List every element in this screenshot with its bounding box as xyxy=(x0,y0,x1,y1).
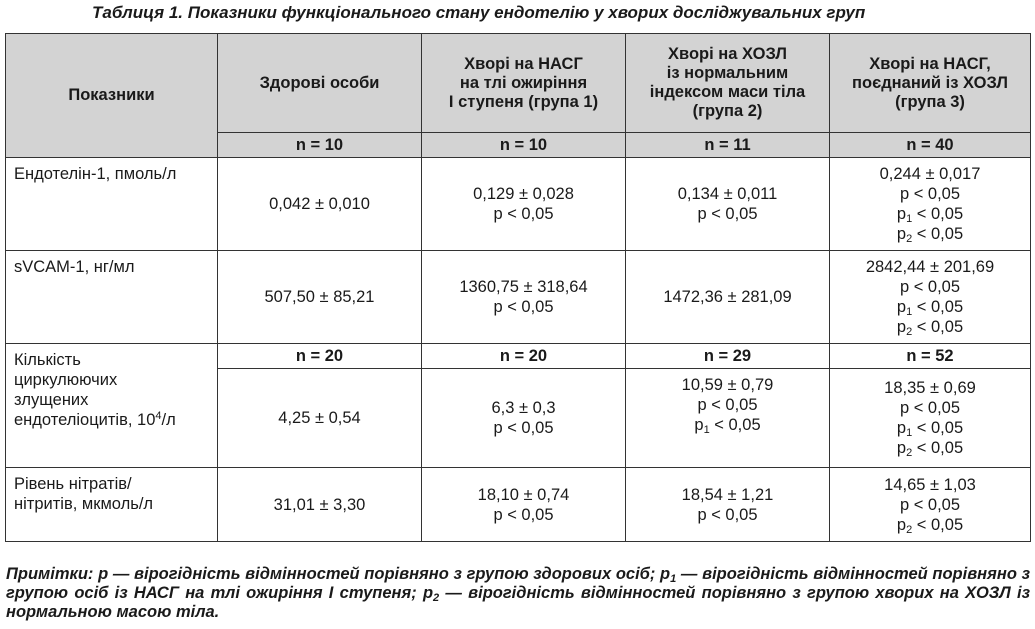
row-label-cells: Кількість циркулюючих злущених ендотеліо… xyxy=(5,343,218,468)
n-healthy: n = 20 xyxy=(217,343,422,369)
cell-value: 1472,36 ± 281,09 xyxy=(625,250,830,344)
n-group3: n = 52 xyxy=(829,343,1031,369)
n-group2: n = 29 xyxy=(625,343,830,369)
cell-value: 0,129 ± 0,028 p < 0,05 xyxy=(421,157,626,251)
cell-value: 6,3 ± 0,3 p < 0,05 xyxy=(421,368,626,468)
n-group2: n = 11 xyxy=(625,132,830,158)
header-indicator: Показники xyxy=(5,33,218,158)
cell-value: 18,54 ± 1,21 p < 0,05 xyxy=(625,467,830,542)
cell-value: 0,244 ± 0,017 p < 0,05 p1 < 0,05 p2 < 0,… xyxy=(829,157,1031,251)
header-healthy: Здорові особи xyxy=(217,33,422,133)
cell-value: 14,65 ± 1,03 p < 0,05 p2 < 0,05 xyxy=(829,467,1031,542)
table-caption: Таблиця 1. Показники функціонального ста… xyxy=(92,3,866,22)
n-group1: n = 20 xyxy=(421,343,626,369)
cell-value: 507,50 ± 85,21 xyxy=(217,250,422,344)
n-row: n = 10 n = 10 n = 11 n = 40 xyxy=(6,132,1031,158)
n-healthy: n = 10 xyxy=(217,132,422,158)
table-row: 4,25 ± 0,54 6,3 ± 0,3 p < 0,05 10,59 ± 0,… xyxy=(6,368,1031,468)
row-label-nitrates: Рівень нітратів/ нітритів, мкмоль/л xyxy=(5,467,218,542)
row-label-endothelin: Ендотелін-1, пмоль/л xyxy=(5,157,218,251)
header-group1: Хворі на НАСГ на тлі ожиріння I ступеня (г… xyxy=(421,33,626,133)
cell-value: 18,35 ± 0,69 p < 0,05 p1 < 0,05 p2 < 0,0… xyxy=(829,368,1031,468)
n-group1: n = 10 xyxy=(421,132,626,158)
cell-value: 4,25 ± 0,54 xyxy=(217,368,422,468)
header-row: Показники Здорові особи Хворі на НАСГ на … xyxy=(5,33,1031,158)
n-row-cells: Кількість циркулюючих злущених ендотеліо… xyxy=(5,343,1031,468)
table-row: Рівень нітратів/ нітритів, мкмоль/л 31,0… xyxy=(5,467,1031,542)
cell-value: 1360,75 ± 318,64 p < 0,05 xyxy=(421,250,626,344)
cell-value: 0,042 ± 0,010 xyxy=(217,157,422,251)
row-label-svcam: sVCAM-1, нг/мл xyxy=(5,250,218,344)
n-group3: n = 40 xyxy=(829,132,1031,158)
cell-value: 18,10 ± 0,74 p < 0,05 xyxy=(421,467,626,542)
table-row: sVCAM-1, нг/мл 507,50 ± 85,21 1360,75 ± … xyxy=(5,250,1031,344)
table-row: Ендотелін-1, пмоль/л 0,042 ± 0,010 0,129… xyxy=(5,157,1031,251)
cell-value: 0,134 ± 0,011 p < 0,05 xyxy=(625,157,830,251)
cell-value: 10,59 ± 0,79 p < 0,05 p1 < 0,05 xyxy=(625,368,830,468)
cell-value: 2842,44 ± 201,69 p < 0,05 p1 < 0,05 p2 <… xyxy=(829,250,1031,344)
table-notes: Примітки: р — вірогідність відмінностей … xyxy=(6,565,1030,621)
header-group3: Хворі на НАСГ, поєднаний із ХОЗЛ (група 3) xyxy=(829,33,1031,133)
cell-value: 31,01 ± 3,30 xyxy=(217,467,422,542)
endothelium-table: Показники Здорові особи Хворі на НАСГ на … xyxy=(5,33,1031,542)
header-group2: Хворі на ХОЗЛ із нормальним індексом маси … xyxy=(625,33,830,133)
